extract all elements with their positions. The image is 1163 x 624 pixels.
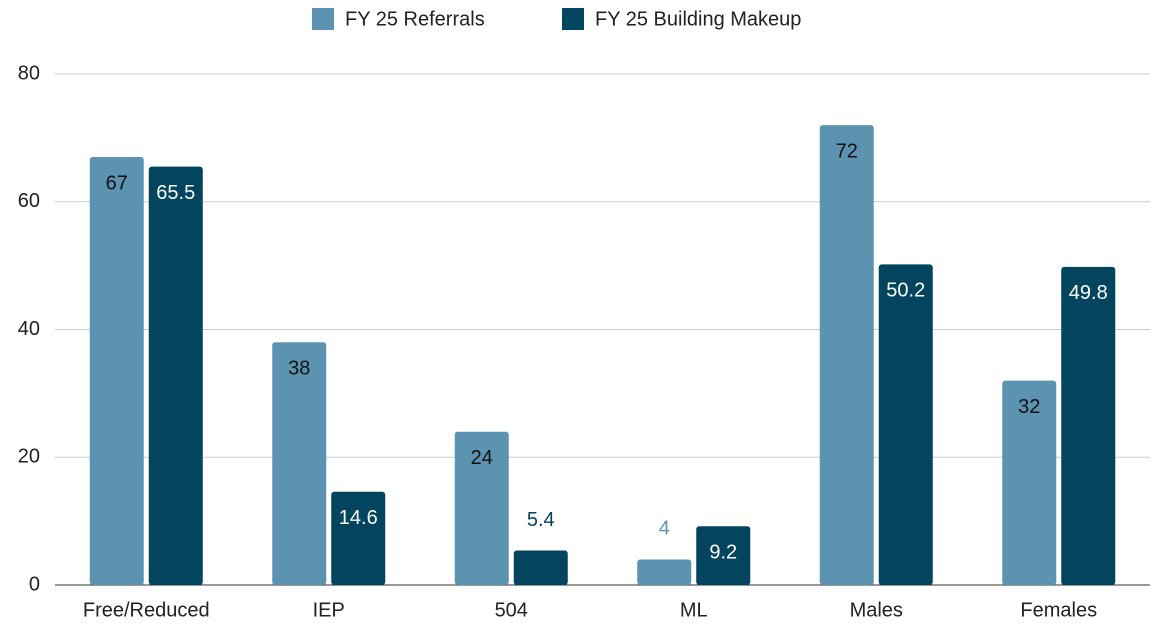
x-tick-label: 504 xyxy=(495,599,528,621)
legend-label: FY 25 Referrals xyxy=(345,8,485,30)
bar xyxy=(89,157,144,585)
y-tick-label: 0 xyxy=(29,573,40,595)
data-label: 14.6 xyxy=(339,507,378,529)
y-tick-label: 40 xyxy=(18,318,40,340)
data-label: 67 xyxy=(106,172,128,194)
data-label: 9.2 xyxy=(709,542,737,564)
data-label: 4 xyxy=(659,518,670,540)
x-tick-label: Females xyxy=(1020,599,1097,621)
legend-label: FY 25 Building Makeup xyxy=(595,8,801,30)
y-tick-label: 80 xyxy=(18,62,40,84)
bar xyxy=(637,559,692,585)
bar xyxy=(696,526,751,585)
bar xyxy=(1002,380,1057,585)
bar xyxy=(331,491,386,585)
x-tick-label: Males xyxy=(850,599,903,621)
y-tick-label: 20 xyxy=(18,446,40,468)
bar xyxy=(1061,266,1116,585)
bar xyxy=(148,166,203,585)
x-tick-label: Free/Reduced xyxy=(83,599,210,621)
legend-swatch xyxy=(562,8,584,30)
bar xyxy=(878,264,933,585)
bar xyxy=(272,342,327,585)
data-label: 32 xyxy=(1018,396,1040,418)
data-label: 24 xyxy=(471,447,493,469)
x-tick-label: IEP xyxy=(313,599,345,621)
data-label: 65.5 xyxy=(156,182,195,204)
data-label: 38 xyxy=(288,358,310,380)
data-label: 50.2 xyxy=(886,280,925,302)
bar xyxy=(513,550,568,585)
y-tick-label: 60 xyxy=(18,190,40,212)
data-label: 72 xyxy=(836,140,858,162)
data-label: 5.4 xyxy=(527,509,555,531)
data-label: 49.8 xyxy=(1069,282,1108,304)
bar xyxy=(819,125,874,585)
legend-swatch xyxy=(312,8,334,30)
bar xyxy=(454,431,509,585)
x-tick-label: ML xyxy=(680,599,708,621)
